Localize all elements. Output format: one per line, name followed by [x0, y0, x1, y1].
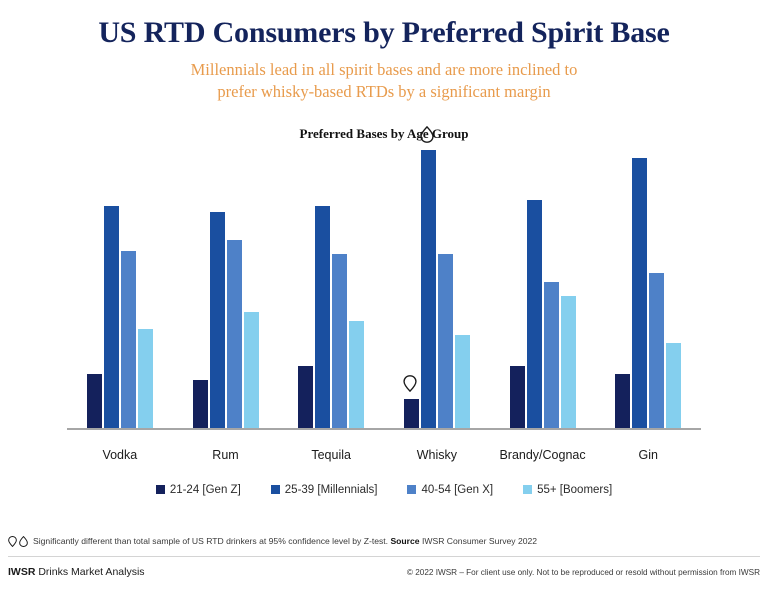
bar[interactable] [86, 373, 102, 430]
page-title-rest: by Preferred Spirit Base [355, 16, 670, 49]
footnote-source-label: Source [390, 536, 420, 547]
bar-group-rum [173, 150, 279, 430]
droplet-down-icon [403, 374, 419, 393]
bar[interactable] [420, 125, 436, 430]
bar-group-tequila [278, 150, 384, 430]
brand-bold: IWSR [8, 566, 36, 578]
footnote-source-value: IWSR Consumer Survey 2022 [419, 536, 538, 547]
x-axis-label: Rum [212, 447, 239, 462]
bar-group-gin [595, 150, 701, 430]
bar[interactable] [543, 281, 559, 430]
brand: IWSR Drinks Market Analysis [8, 566, 145, 578]
legend-label: 55+ [Boomers] [537, 483, 613, 496]
bar[interactable] [403, 374, 419, 430]
footnote-text: Significantly different than total sampl… [33, 536, 537, 546]
chart-legend: 21-24 [Gen Z] 25-39 [Millennials] 40-54 [G… [0, 484, 768, 496]
droplet-up-icon [420, 125, 434, 143]
bar[interactable] [137, 328, 153, 430]
x-axis-label: Tequila [311, 447, 351, 462]
x-axis-label: Gin [638, 447, 658, 462]
legend-label: 25-39 [Millennials] [284, 483, 378, 496]
legend-swatch-icon [270, 485, 280, 495]
bar[interactable] [192, 379, 208, 430]
bar[interactable] [243, 311, 259, 430]
legend-item-3[interactable]: 55+ [Boomers] [523, 484, 612, 496]
bar[interactable] [226, 239, 242, 430]
footer-divider [8, 556, 760, 557]
bar[interactable] [103, 205, 119, 430]
footer: IWSR Drinks Market Analysis © 2022 IWSR … [8, 566, 760, 578]
bar-group-whisky [384, 125, 490, 430]
droplet-down-icon [403, 374, 417, 392]
legend-label: 21-24 [Gen Z] [169, 483, 241, 496]
legend-item-1[interactable]: 25-39 [Millennials] [270, 483, 378, 496]
bar[interactable] [315, 205, 331, 430]
page-title: US RTD Consumers by Preferred Spirit Bas… [0, 0, 768, 49]
bar[interactable] [615, 373, 631, 430]
footnote: Significantly different than total sampl… [8, 536, 760, 547]
bar[interactable] [560, 295, 576, 430]
bar[interactable] [437, 253, 453, 430]
bar[interactable] [349, 320, 365, 430]
page-subtitle-line2: prefer whisky-based RTDs by a significan… [217, 82, 551, 102]
bar[interactable] [509, 365, 525, 430]
bar[interactable] [298, 365, 314, 430]
bar[interactable] [209, 211, 225, 430]
legend-swatch-icon [407, 485, 417, 495]
x-axis-label: Brandy/Cognac [499, 447, 586, 462]
bar[interactable] [666, 342, 682, 430]
bar[interactable] [454, 334, 470, 430]
legend-swatch-icon [523, 485, 533, 495]
page-title-bold: US RTD Consumers [98, 16, 356, 49]
bar[interactable] [649, 272, 665, 430]
footnote-main: Significantly different than total sampl… [33, 536, 391, 547]
bar[interactable] [632, 157, 648, 430]
bar-group-brandy-cognac [490, 150, 596, 430]
bar-groups [67, 125, 701, 430]
droplet-up-icon [420, 125, 436, 144]
bar[interactable] [332, 253, 348, 430]
copyright-text: © 2022 IWSR – For client use only. Not t… [406, 567, 760, 577]
chart-title: Preferred Bases by Age Group [299, 125, 469, 141]
page-subtitle: Millennials lead in all spirit bases and… [64, 59, 704, 104]
x-axis-line [67, 427, 701, 430]
footnote-markers [8, 536, 28, 547]
x-axis-label: Vodka [102, 447, 138, 462]
legend-label: 40-54 [Gen X] [421, 483, 494, 496]
page-subtitle-line1: Millennials lead in all spirit bases and… [190, 60, 578, 79]
chart-canvas [59, 125, 709, 440]
x-axis-label: Whisky [416, 447, 457, 462]
droplet-up-icon [19, 536, 28, 547]
bar[interactable] [120, 250, 136, 430]
legend-item-0[interactable]: 21-24 [Gen Z] [155, 483, 241, 496]
x-axis-labels: Vodka Rum Tequila Whisky Brandy/Cognac Gin [67, 448, 701, 462]
legend-swatch-icon [155, 485, 165, 495]
legend-item-2[interactable]: 40-54 [Gen X] [407, 484, 493, 496]
brand-rest: Drinks Market Analysis [35, 566, 145, 578]
bar[interactable] [526, 199, 542, 430]
droplet-down-icon [8, 536, 17, 547]
chart-plot-area: Vodka Rum Tequila Whisky Brandy/Cognac Gin [59, 125, 709, 462]
bar-group-vodka [67, 150, 173, 430]
